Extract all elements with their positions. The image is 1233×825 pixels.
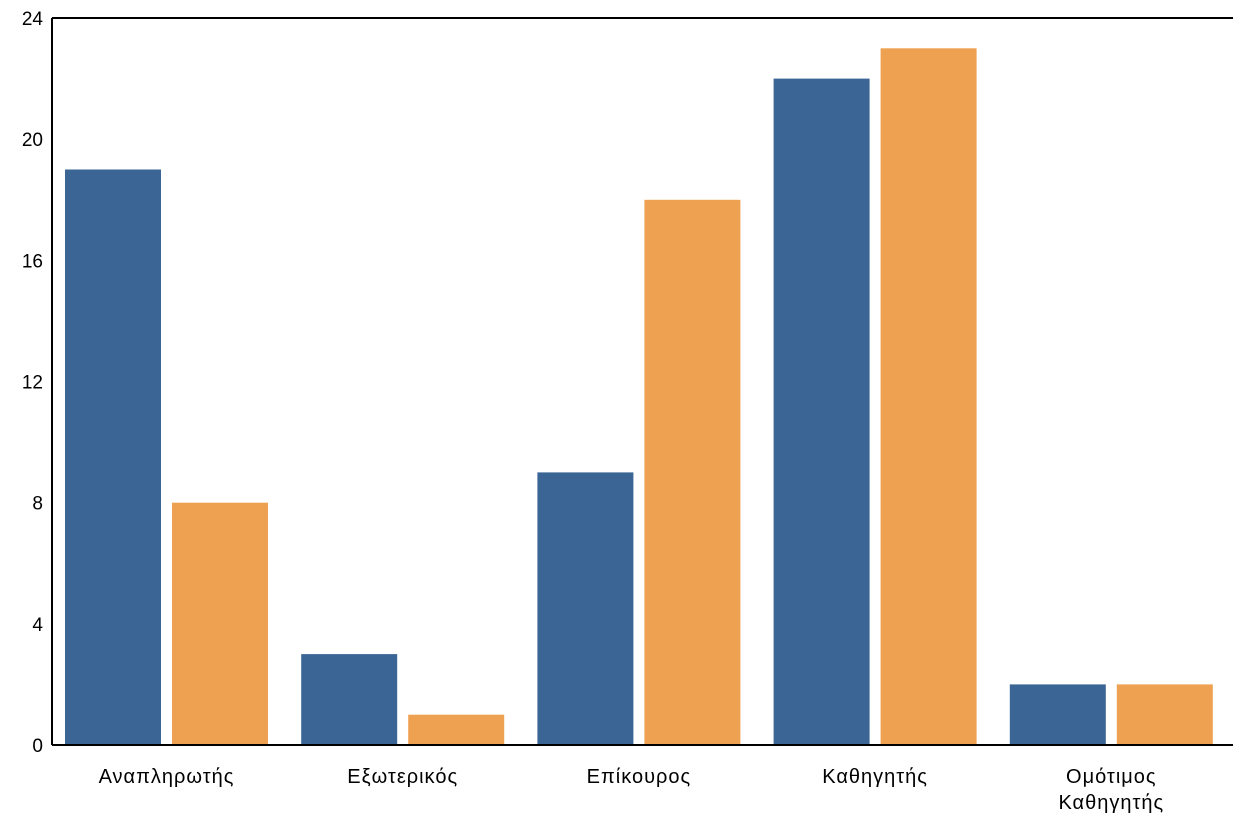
x-tick-label: Εξωτερικός — [347, 766, 458, 788]
x-tick-label-line: Καθηγητής — [822, 766, 928, 788]
bar-series2-cat2 — [408, 714, 505, 745]
x-tick-label-line: Καθηγητής — [1058, 792, 1164, 814]
y-tick-label: 8 — [32, 494, 43, 515]
bar-series2-cat4 — [880, 48, 977, 746]
bar-series1-cat5 — [1009, 684, 1106, 745]
x-tick-label-line: Αναπληρωτής — [99, 766, 235, 788]
x-tick-label: Ομότιμος Καθηγητής — [1058, 766, 1164, 814]
bars-group — [65, 48, 1213, 746]
x-tick-label: Αναπληρωτής — [99, 766, 235, 788]
bar-series1-cat1 — [65, 169, 161, 745]
bar-series2-cat3 — [644, 199, 741, 746]
x-tick-label: Καθηγητής — [822, 766, 928, 788]
bar-series2-cat5 — [1116, 684, 1213, 745]
y-tick-label: 4 — [32, 615, 43, 636]
x-tick-label-line: Εξωτερικός — [347, 766, 458, 788]
bar-series2-cat1 — [172, 502, 268, 745]
y-tick-label: 12 — [22, 373, 43, 394]
y-tick-label: 16 — [22, 251, 43, 272]
bar-series1-cat2 — [301, 654, 398, 745]
x-tick-label-line: Επίκουρος — [587, 766, 692, 788]
y-tick-label: 24 — [22, 9, 44, 30]
bar-series1-cat3 — [537, 472, 634, 745]
x-tick-label: Επίκουρος — [587, 766, 692, 788]
x-axis-labels: Αναπληρωτής Εξωτερικός Επίκουρος Καθηγητής Ο… — [99, 766, 1164, 814]
x-tick-label-line: Ομότιμος — [1066, 766, 1157, 788]
y-tick-label: 0 — [32, 736, 43, 757]
y-axis-ticks: 0 4 8 12 16 20 24 — [22, 9, 44, 757]
y-tick-label: 20 — [22, 130, 43, 151]
bar-series1-cat4 — [773, 78, 870, 746]
